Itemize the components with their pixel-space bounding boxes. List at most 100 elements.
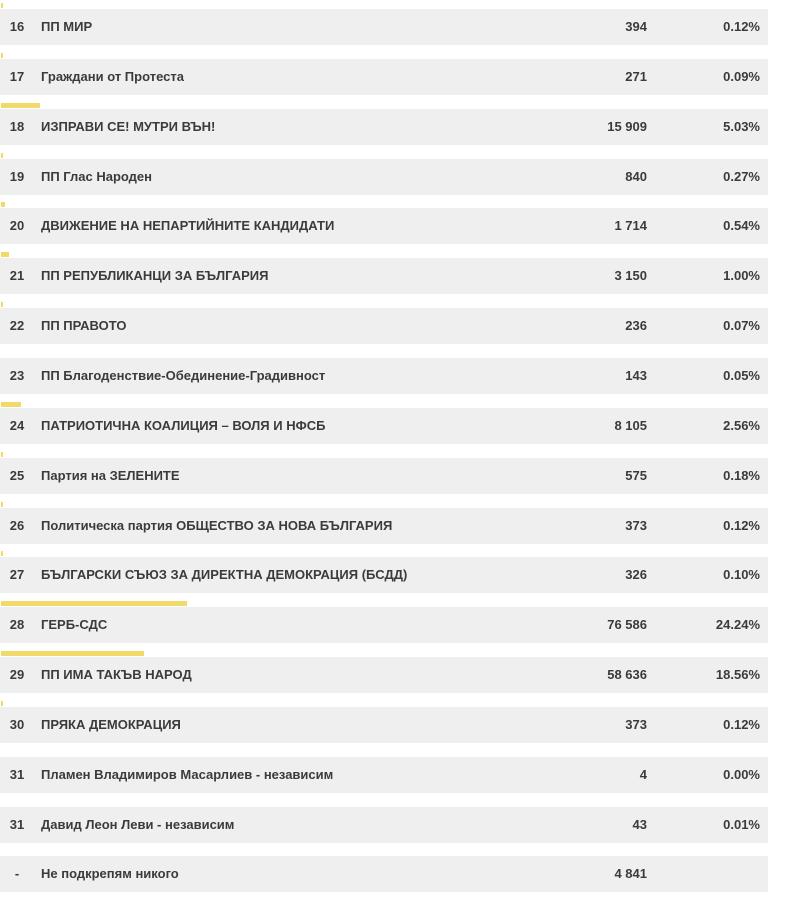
- share-bar: [1, 551, 3, 556]
- party-number: 16: [9, 19, 25, 34]
- share-bar: [1, 302, 3, 307]
- vote-percent: 0.05%: [723, 368, 760, 383]
- party-name: Пламен Владимиров Масарлиев - независим: [41, 767, 334, 782]
- vote-percent: 0.54%: [723, 218, 760, 233]
- share-bar: [1, 701, 3, 706]
- share-bar: [1, 252, 9, 257]
- vote-percent: 0.00%: [723, 767, 760, 782]
- vote-count: 1 714: [614, 218, 647, 233]
- vote-percent: 5.03%: [723, 119, 760, 134]
- party-name: ГЕРБ-СДС: [41, 617, 108, 632]
- share-bar: [1, 601, 187, 606]
- party-name: ПП ИМА ТАКЪВ НАРОД: [41, 667, 192, 682]
- vote-count: 76 586: [607, 617, 647, 632]
- party-number: 19: [9, 169, 25, 184]
- vote-percent: 0.27%: [723, 169, 760, 184]
- vote-percent: [680, 856, 760, 892]
- table-row: 20 ДВИЖЕНИЕ НА НЕПАРТИЙНИТЕ КАНДИДАТИ 1 71…: [0, 208, 768, 244]
- party-name: БЪЛГАРСКИ СЪЮЗ ЗА ДИРЕКТНА ДЕМОКРАЦИЯ (Б…: [41, 567, 408, 582]
- party-name: Политическа партия ОБЩЕСТВО ЗА НОВА БЪЛГ…: [41, 518, 393, 533]
- party-number: 31: [9, 767, 25, 782]
- share-bar: [1, 651, 144, 656]
- vote-count: 143: [625, 368, 647, 383]
- table-row: 17 Граждани от Протеста 271 0.09%: [0, 59, 768, 95]
- party-number: -: [14, 866, 20, 881]
- party-number: 24: [9, 418, 25, 433]
- party-name: ПП МИР: [41, 19, 93, 34]
- party-number: 17: [9, 69, 25, 84]
- party-name: ПАТРИОТИЧНА КОАЛИЦИЯ – ВОЛЯ И НФСБ: [41, 418, 326, 433]
- party-number: 22: [9, 318, 25, 333]
- table-row: 16 ПП МИР 394 0.12%: [0, 9, 768, 45]
- table-row: 27 БЪЛГАРСКИ СЪЮЗ ЗА ДИРЕКТНА ДЕМОКРАЦИЯ …: [0, 557, 768, 593]
- table-row: 22 ПП ПРАВОТО 236 0.07%: [0, 308, 768, 344]
- vote-percent: 1.00%: [723, 268, 760, 283]
- table-row: 23 ПП Благоденствие-Обединение-Градивност…: [0, 358, 768, 394]
- party-name: ПП Благоденствие-Обединение-Градивност: [41, 368, 326, 383]
- vote-percent: 0.12%: [723, 19, 760, 34]
- share-bar: [1, 3, 3, 8]
- party-number: 29: [9, 667, 25, 682]
- vote-count: 575: [625, 468, 647, 483]
- party-name: ИЗПРАВИ СЕ! МУТРИ ВЪН!: [41, 119, 216, 134]
- vote-count: 236: [625, 318, 647, 333]
- party-name: Не подкрепям никого: [41, 866, 179, 881]
- table-row: 19 ПП Глас Народен 840 0.27%: [0, 159, 768, 195]
- vote-percent: 24.24%: [715, 617, 760, 632]
- vote-count: 4 841: [614, 866, 647, 881]
- party-name: Граждани от Протеста: [41, 69, 184, 84]
- vote-count: 3 150: [614, 268, 647, 283]
- vote-count: 58 636: [607, 667, 647, 682]
- vote-percent: 18.56%: [715, 667, 760, 682]
- vote-percent: 0.12%: [723, 518, 760, 533]
- party-number: 31: [9, 817, 25, 832]
- party-number: 18: [9, 119, 25, 134]
- vote-count: 8 105: [614, 418, 647, 433]
- vote-percent: 0.09%: [723, 69, 760, 84]
- party-name: Партия на ЗЕЛЕНИТЕ: [41, 468, 180, 483]
- party-name: ПРЯКА ДЕМОКРАЦИЯ: [41, 717, 181, 732]
- table-row: 18 ИЗПРАВИ СЕ! МУТРИ ВЪН! 15 909 5.03%: [0, 109, 768, 145]
- vote-count: 373: [625, 717, 647, 732]
- vote-percent: 0.12%: [723, 717, 760, 732]
- party-number: 23: [9, 368, 25, 383]
- party-number: 27: [9, 567, 25, 582]
- table-row: 26 Политическа партия ОБЩЕСТВО ЗА НОВА БЪ…: [0, 508, 768, 544]
- vote-percent: 0.18%: [723, 468, 760, 483]
- table-row: - Не подкрепям никого 4 841: [0, 856, 768, 892]
- vote-count: 15 909: [607, 119, 647, 134]
- vote-percent: 0.07%: [723, 318, 760, 333]
- party-name: ДВИЖЕНИЕ НА НЕПАРТИЙНИТЕ КАНДИДАТИ: [41, 218, 335, 233]
- share-bar: [1, 153, 3, 158]
- party-name: Давид Леон Леви - независим: [41, 817, 235, 832]
- table-row: 21 ПП РЕПУБЛИКАНЦИ ЗА БЪЛГАРИЯ 3 150 1.00%: [0, 258, 768, 294]
- vote-percent: 2.56%: [723, 418, 760, 433]
- party-number: 25: [9, 468, 25, 483]
- party-number: 21: [9, 268, 25, 283]
- share-bar: [1, 452, 3, 457]
- party-name: ПП Глас Народен: [41, 169, 153, 184]
- share-bar: [1, 202, 5, 207]
- share-bar: [1, 103, 40, 108]
- vote-count: 271: [625, 69, 647, 84]
- table-row: 25 Партия на ЗЕЛЕНИТЕ 575 0.18%: [0, 458, 768, 494]
- table-row: 29 ПП ИМА ТАКЪВ НАРОД 58 636 18.56%: [0, 657, 768, 693]
- vote-count: 840: [625, 169, 647, 184]
- vote-count: 394: [625, 19, 647, 34]
- party-number: 30: [9, 717, 25, 732]
- party-number: 28: [9, 617, 25, 632]
- vote-count: 326: [625, 567, 647, 582]
- party-name: ПП РЕПУБЛИКАНЦИ ЗА БЪЛГАРИЯ: [41, 268, 269, 283]
- vote-percent: 0.10%: [723, 567, 760, 582]
- table-row: 31 Пламен Владимиров Масарлиев - независи…: [0, 757, 768, 793]
- party-name: ПП ПРАВОТО: [41, 318, 127, 333]
- share-bar: [1, 402, 21, 407]
- table-row: 31 Давид Леон Леви - независим 43 0.01%: [0, 807, 768, 843]
- party-number: 26: [9, 518, 25, 533]
- table-row: 24 ПАТРИОТИЧНА КОАЛИЦИЯ – ВОЛЯ И НФСБ 8 10…: [0, 408, 768, 444]
- table-row: 30 ПРЯКА ДЕМОКРАЦИЯ 373 0.12%: [0, 707, 768, 743]
- vote-count: 4: [639, 767, 647, 782]
- share-bar: [1, 53, 3, 58]
- party-number: 20: [9, 218, 25, 233]
